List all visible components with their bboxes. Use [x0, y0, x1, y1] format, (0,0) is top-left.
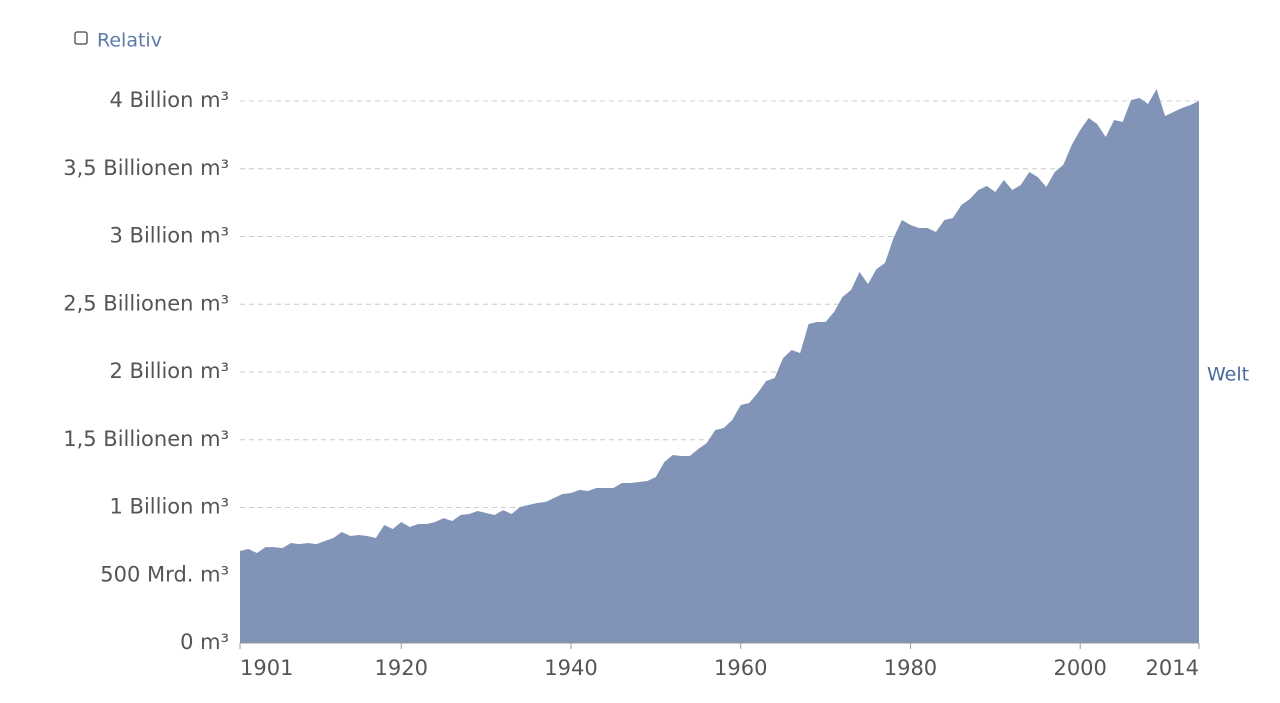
area [240, 88, 1199, 643]
relativ-label[interactable]: Relativ [97, 30, 162, 52]
y-tick-label: 2,5 Billionen m³ [63, 291, 229, 315]
y-tick-label: 500 Mrd. m³ [100, 562, 229, 586]
x-tick-label: 1980 [884, 656, 937, 680]
x-tick-label: 2000 [1053, 656, 1106, 680]
y-tick-label: 3 Billion m³ [110, 224, 230, 248]
relativ-checkbox[interactable] [74, 31, 88, 45]
y-tick-label: 0 m³ [180, 630, 229, 654]
x-tick-label: 1940 [544, 656, 597, 680]
x-tick-label: 1960 [714, 656, 767, 680]
y-tick-label: 4 Billion m³ [110, 88, 230, 112]
y-tick-label: 1,5 Billionen m³ [63, 427, 229, 451]
series-label: Welt [1207, 364, 1249, 386]
x-tick-label: 2014 [1146, 656, 1199, 680]
y-tick-label: 2 Billion m³ [110, 359, 230, 383]
x-tick-label: 1920 [375, 656, 428, 680]
y-tick-label: 3,5 Billionen m³ [63, 156, 229, 180]
y-tick-label: 1 Billion m³ [110, 495, 230, 519]
x-tick-label: 1901 [240, 656, 293, 680]
